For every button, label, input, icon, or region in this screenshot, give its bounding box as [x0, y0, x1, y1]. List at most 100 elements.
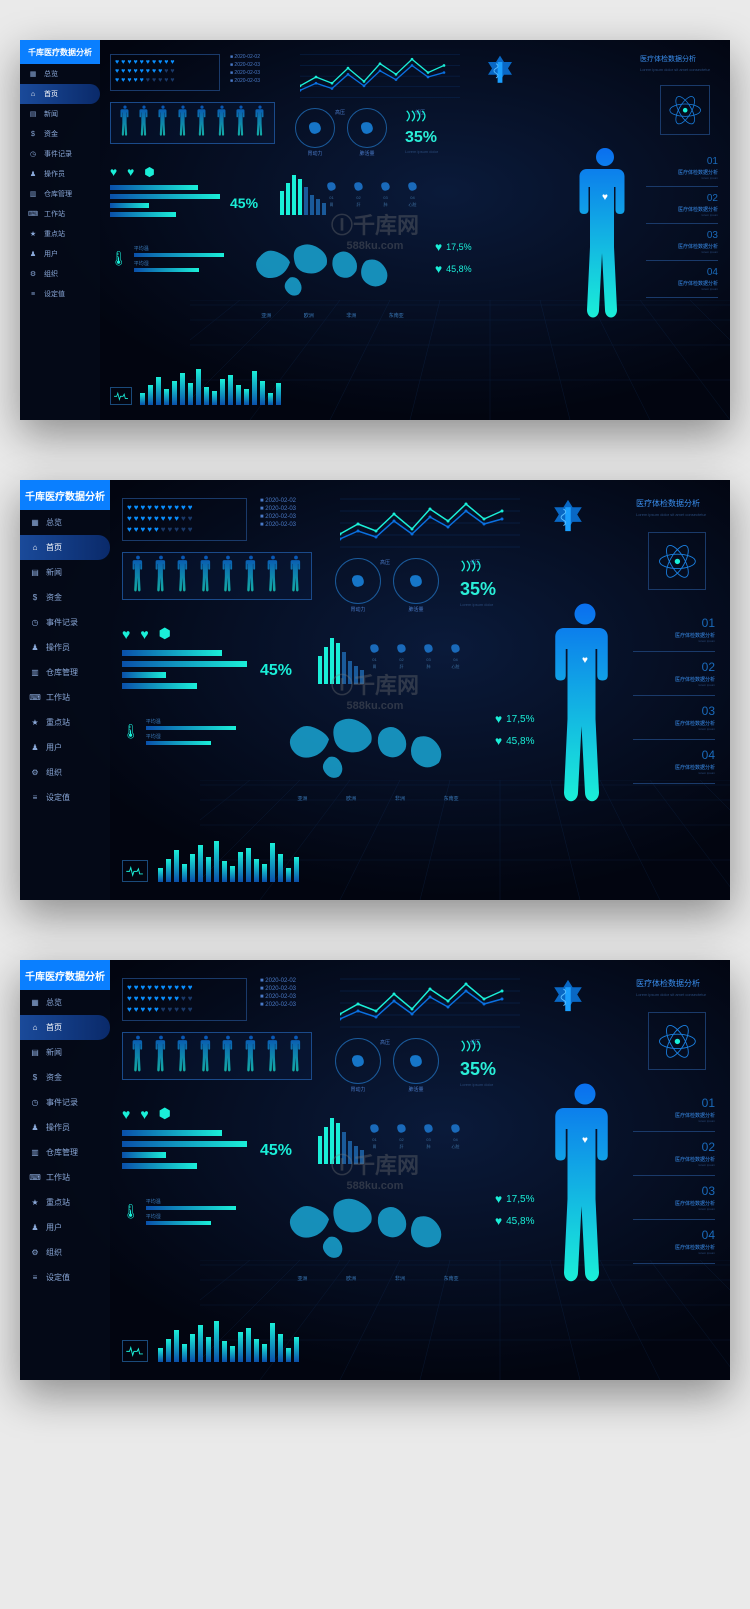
sidebar-item-money[interactable]: $资金: [20, 585, 110, 610]
bbar: [156, 377, 161, 405]
heart-icon: ♥: [133, 77, 137, 84]
date-item: 2020-02-03: [260, 522, 296, 528]
sidebar-item-event[interactable]: ◷事件记录: [20, 610, 110, 635]
sidebar-item-grid[interactable]: ▦总览: [20, 990, 110, 1015]
sidebar-item-label: 工作站: [46, 692, 70, 703]
thermometer: 🌡平均温平均湿: [110, 245, 224, 272]
body-figure-icon: [131, 1035, 145, 1078]
heart-on-body-icon: ♥: [602, 192, 608, 203]
heart-icon: ♥: [164, 68, 168, 75]
sidebar-item-workstation[interactable]: ⌨工作站: [20, 204, 100, 224]
heart-icon: ♥: [133, 59, 137, 66]
sidebar-item-warehouse[interactable]: ▥仓库管理: [20, 660, 110, 685]
map-label: 亚洲: [297, 1275, 307, 1282]
sidebar-item-user[interactable]: ♟操作员: [20, 635, 110, 660]
sidebar-item-warehouse[interactable]: ▥仓库管理: [20, 1140, 110, 1165]
sidebar-item-org[interactable]: ⚙组织: [20, 1240, 110, 1265]
medical-symbol-icon: [480, 54, 520, 94]
analysis-title: 医疗体检数据分析Lorem ipsum dolor sit amet conse…: [636, 498, 706, 518]
map-label: 亚洲: [261, 312, 271, 319]
bbar: [262, 864, 267, 882]
sidebar-item-user[interactable]: ♟操作员: [20, 164, 100, 184]
organ-icon: ♥: [140, 626, 148, 642]
sidebar-item-home[interactable]: ⌂首页: [20, 84, 100, 104]
heart-icon: ♥: [154, 1005, 159, 1014]
sidebar-item-settings[interactable]: ≡设定值: [20, 284, 100, 304]
sidebar-item-label: 操作员: [44, 169, 65, 179]
bbar: [158, 1348, 163, 1362]
sidebar-item-news[interactable]: ▤新闻: [20, 104, 100, 124]
percent-45: 45%: [230, 195, 258, 211]
date-item: 2020-02-02: [260, 498, 296, 504]
heart-icon: ♥: [154, 983, 159, 992]
heart-icon: ♥: [134, 514, 139, 523]
heart-icon: ♥: [134, 1005, 139, 1014]
dna-stat: 35%Lorem ipsum dolor: [460, 1038, 496, 1087]
hbar: [122, 1141, 247, 1147]
organ-small-item: 02肝: [352, 180, 365, 208]
sidebar-item-news[interactable]: ▤新闻: [20, 1040, 110, 1065]
map-label: 东南亚: [389, 312, 404, 319]
heart-icon: ♥: [147, 514, 152, 523]
heart-icon: ♥: [121, 68, 125, 75]
bbar: [204, 387, 209, 405]
sidebar-item-news[interactable]: ▤新闻: [20, 560, 110, 585]
numbered-item: 04医疗体检数据分析lorem ipsum: [633, 1220, 715, 1264]
star-icon: ★: [30, 718, 40, 728]
numbered-list: 01医疗体检数据分析lorem ipsum02医疗体检数据分析lorem ips…: [633, 1088, 715, 1264]
heart-icon: ♥: [174, 983, 179, 992]
heart-icon: ♥: [435, 262, 442, 276]
sidebar-item-grid[interactable]: ▦总览: [20, 510, 110, 535]
organ-label: 胃动力: [295, 150, 335, 157]
home-icon: ⌂: [28, 89, 38, 99]
bbar: [182, 864, 187, 882]
heart-icon: ♥: [168, 514, 173, 523]
sidebar-item-warehouse[interactable]: ▥仓库管理: [20, 184, 100, 204]
sidebar-item-star[interactable]: ★重点站: [20, 710, 110, 735]
grid-icon: ▦: [28, 69, 38, 79]
sidebar-item-label: 新闻: [44, 109, 58, 119]
body-figures-row: [122, 552, 312, 600]
sidebar-item-money[interactable]: $资金: [20, 124, 100, 144]
sidebar-item-star[interactable]: ★重点站: [20, 1190, 110, 1215]
sidebar-item-settings[interactable]: ≡设定值: [20, 785, 110, 810]
organ-small-item: 04心脏: [406, 180, 419, 208]
line-chart: 高压低压: [340, 976, 520, 1032]
numbered-item: 04医疗体检数据分析lorem ipsum: [633, 740, 715, 784]
sidebar-item-event[interactable]: ◷事件记录: [20, 144, 100, 164]
users-icon: ♟: [28, 249, 38, 259]
human-body: ♥: [545, 1080, 625, 1290]
home-icon: ⌂: [30, 543, 40, 553]
line-chart: 高压低压: [300, 52, 460, 102]
sidebar-item-settings[interactable]: ≡设定值: [20, 1265, 110, 1290]
hearts-panel: ♥♥♥♥♥♥♥♥♥♥♥♥♥♥♥♥♥♥♥♥♥♥♥♥♥♥♥♥♥♥: [110, 54, 220, 91]
date-item: 2020-02-02: [260, 978, 296, 984]
heart-icon: ♥: [133, 68, 137, 75]
sidebar-item-home[interactable]: ⌂首页: [20, 1015, 110, 1040]
sidebar-item-grid[interactable]: ▦总览: [20, 64, 100, 84]
sidebar-item-star[interactable]: ★重点站: [20, 224, 100, 244]
organ-circle: [393, 558, 439, 604]
dashboard-large: 千库医疗数据分析 ▦总览⌂首页▤新闻$资金◷事件记录♟操作员▥仓库管理⌨工作站★…: [20, 960, 730, 1380]
sidebar-item-money[interactable]: $资金: [20, 1065, 110, 1090]
bbar: [220, 379, 225, 405]
sidebar-item-org[interactable]: ⚙组织: [20, 760, 110, 785]
sidebar-item-event[interactable]: ◷事件记录: [20, 1090, 110, 1115]
dashboard-small: 千库医疗数据分析 ▦总览⌂首页▤新闻$资金◷事件记录♟操作员▥仓库管理⌨工作站★…: [20, 40, 730, 420]
bbar: [148, 385, 153, 405]
sidebar-item-label: 用户: [46, 1222, 62, 1233]
sidebar-item-org[interactable]: ⚙组织: [20, 264, 100, 284]
ecg-icon: [110, 387, 132, 405]
bbar: [238, 1332, 243, 1362]
bbar: [246, 1328, 251, 1363]
hbar: [110, 194, 220, 199]
sidebar-item-users[interactable]: ♟用户: [20, 1215, 110, 1240]
sidebar-item-home[interactable]: ⌂首页: [20, 535, 110, 560]
organ-icon: ⬢: [144, 165, 154, 179]
sidebar-item-workstation[interactable]: ⌨工作站: [20, 1165, 110, 1190]
sidebar-item-users[interactable]: ♟用户: [20, 735, 110, 760]
sidebar-item-workstation[interactable]: ⌨工作站: [20, 685, 110, 710]
sidebar-item-user[interactable]: ♟操作员: [20, 1115, 110, 1140]
sidebar-item-users[interactable]: ♟用户: [20, 244, 100, 264]
heart-icon: ♥: [147, 1005, 152, 1014]
